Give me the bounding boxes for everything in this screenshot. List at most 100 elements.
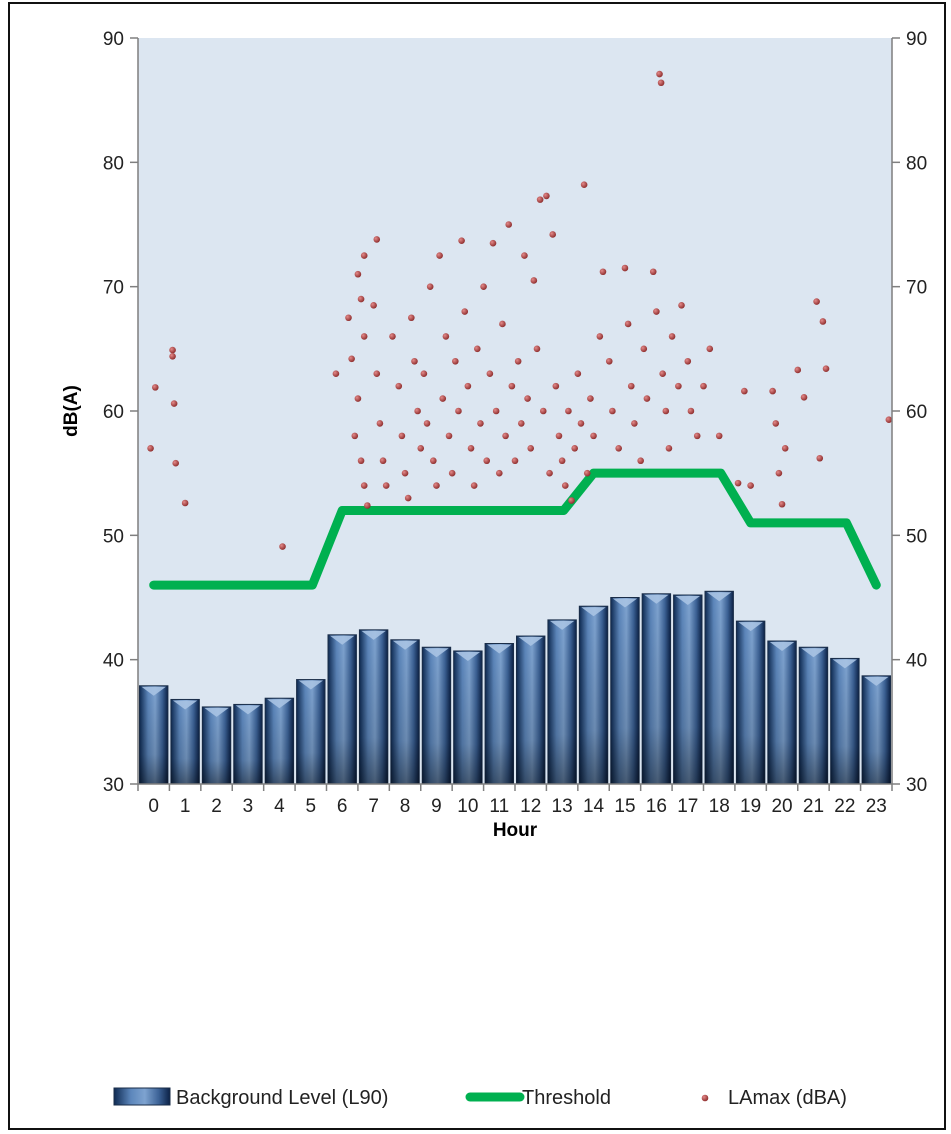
lamax-point [169, 352, 176, 360]
lamax-point [552, 382, 560, 390]
lamax-point [684, 357, 692, 365]
x-tick-label: 18 [709, 796, 730, 817]
lamax-point [543, 192, 550, 200]
plot-area [138, 38, 892, 784]
threshold-line [149, 468, 881, 590]
lamax-point [382, 482, 390, 489]
legend-label-lamax: LAmax (dBA) [728, 1087, 847, 1109]
lamax-point [499, 320, 506, 328]
bar-hour-20 [767, 640, 797, 785]
lamax-point [370, 302, 377, 309]
bar-hour-12 [516, 635, 546, 785]
lamax-point [147, 445, 154, 452]
lamax-point [533, 345, 541, 353]
bar-hour-21 [798, 646, 829, 785]
y-tick-label-left: 80 [103, 153, 124, 174]
y-tick-label-right: 80 [906, 153, 927, 174]
x-tick-label: 7 [368, 796, 379, 817]
lamax-point [599, 268, 607, 276]
axes-layer [130, 37, 900, 791]
bar-hour-3 [233, 703, 263, 785]
bars-layer [139, 590, 891, 785]
lamax-point [414, 407, 421, 415]
lamax-point [568, 497, 575, 504]
lamax-point [423, 420, 431, 427]
legend-item-lamax: LAmax (dBA) [701, 1087, 847, 1109]
lamax-point [404, 494, 412, 502]
lamax-point [678, 302, 685, 309]
lamax-point [360, 333, 368, 340]
legend-label-background-level: Background Level (L90) [176, 1087, 388, 1109]
scatter-layer [147, 70, 893, 550]
lamax-point [364, 502, 371, 509]
lamax-point [571, 445, 578, 452]
legend-swatch-bar [113, 1087, 171, 1106]
lamax-point [536, 196, 544, 203]
lamax-point [483, 457, 491, 465]
bar-hour-7 [358, 629, 389, 785]
lamax-point [590, 432, 597, 440]
y-tick-label-left: 60 [103, 402, 124, 423]
lamax-point [819, 318, 827, 325]
lamax-point [524, 395, 531, 402]
lamax-point [574, 370, 582, 378]
lamax-point [398, 432, 406, 440]
legend-swatch-dot [701, 1094, 709, 1102]
lamax-point [417, 445, 425, 452]
legend-item-threshold: Threshold [465, 1087, 611, 1109]
lamax-point [769, 387, 776, 395]
lamax-point [615, 445, 622, 452]
x-tick-label: 21 [803, 796, 824, 817]
lamax-point [395, 382, 403, 390]
lamax-point [609, 407, 616, 415]
bar-hour-14 [578, 605, 609, 785]
bar-hour-10 [453, 650, 483, 785]
lamax-point [408, 314, 415, 322]
bar-hour-2 [201, 706, 232, 785]
lamax-point [389, 333, 396, 340]
bar-hour-19 [735, 620, 766, 785]
lamax-point [348, 355, 355, 363]
lamax-point [577, 420, 585, 427]
lamax-point [332, 370, 340, 378]
lamax-point [624, 320, 632, 328]
lamax-point [436, 252, 443, 259]
y-tick-label-right: 60 [906, 402, 927, 423]
x-axis-title: Hour [493, 820, 538, 841]
lamax-point [549, 231, 556, 238]
lamax-point [486, 370, 494, 378]
lamax-point [662, 407, 670, 415]
lamax-point [747, 482, 754, 489]
legend-item-background-level: Background Level (L90) [113, 1087, 388, 1109]
lamax-point [605, 357, 613, 365]
bar-hour-15 [610, 597, 640, 785]
x-tick-label: 0 [148, 796, 159, 817]
x-tick-label: 10 [457, 796, 478, 817]
lamax-point [430, 457, 437, 465]
lamax-point [511, 457, 519, 465]
x-tick-label: 3 [243, 796, 254, 817]
lamax-point [452, 357, 459, 365]
x-tick-label: 23 [866, 796, 887, 817]
lamax-point [470, 482, 478, 489]
legend: Background Level (L90) Threshold LAmax (dB… [113, 1087, 847, 1109]
lamax-point [659, 370, 666, 378]
x-tick-label: 15 [614, 796, 635, 817]
lamax-point [772, 420, 780, 427]
bar-hour-9 [421, 646, 452, 785]
lamax-point [517, 420, 525, 427]
lamax-point [357, 457, 365, 465]
lamax-point [643, 395, 651, 402]
lamax-point [505, 221, 513, 228]
lamax-point [675, 382, 682, 390]
lamax-point [627, 382, 635, 390]
y-tick-label-right: 50 [906, 526, 927, 547]
lamax-point [170, 400, 178, 407]
lamax-point [439, 395, 447, 402]
lamax-point [508, 382, 516, 390]
lamax-point [455, 407, 462, 415]
lamax-point [401, 469, 409, 477]
lamax-point [583, 469, 591, 477]
x-tick-label: 5 [306, 796, 317, 817]
